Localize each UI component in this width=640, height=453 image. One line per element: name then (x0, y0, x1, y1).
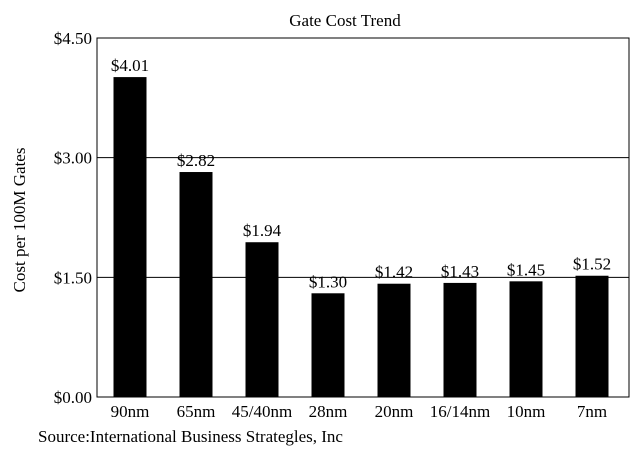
x-tick-label: 45/40nm (232, 402, 292, 421)
y-tick-labels: $0.00 $1.50 $3.00 $4.50 (54, 29, 92, 407)
bars (113, 77, 609, 397)
chart-title: Gate Cost Trend (289, 11, 401, 30)
x-category-labels: 90nm 65nm 45/40nm 28nm 20nm 16/14nm 10nm 7nm (111, 402, 607, 421)
data-label: $1.52 (573, 255, 611, 274)
bar (113, 77, 147, 397)
data-label: $1.94 (243, 221, 282, 240)
plot-frame (96, 37, 630, 398)
data-label: $1.42 (375, 263, 413, 282)
x-tick-label: 65nm (177, 402, 216, 421)
data-label: $2.82 (177, 151, 215, 170)
bar (179, 172, 213, 397)
source-note: Source:International Business Strategles… (38, 427, 343, 446)
data-label: $1.30 (309, 272, 347, 291)
bar (245, 242, 279, 397)
data-labels: $4.01 $2.82 $1.94 $1.30 $1.42 $1.43 $1.45 $1.52 (111, 56, 611, 291)
x-tick-label: 28nm (309, 402, 348, 421)
x-tick-label: 7nm (577, 402, 607, 421)
bar (311, 293, 345, 397)
bar (575, 275, 609, 397)
y-tick-label: $3.00 (54, 149, 92, 168)
x-tick-label: 16/14nm (430, 402, 490, 421)
x-tick-label: 20nm (375, 402, 414, 421)
y-tick-label: $1.50 (54, 268, 92, 287)
x-tick-label: 90nm (111, 402, 150, 421)
y-tick-label: $4.50 (54, 29, 92, 48)
data-label: $1.45 (507, 260, 545, 279)
bar (443, 282, 477, 397)
data-label: $1.43 (441, 262, 479, 281)
bar (509, 281, 543, 397)
y-tick-label: $0.00 (54, 388, 92, 407)
y-axis-label: Cost per 100M Gates (10, 148, 29, 293)
bar (377, 283, 411, 397)
data-label: $4.01 (111, 56, 149, 75)
grid-lines (97, 157, 629, 278)
x-tick-label: 10nm (507, 402, 546, 421)
